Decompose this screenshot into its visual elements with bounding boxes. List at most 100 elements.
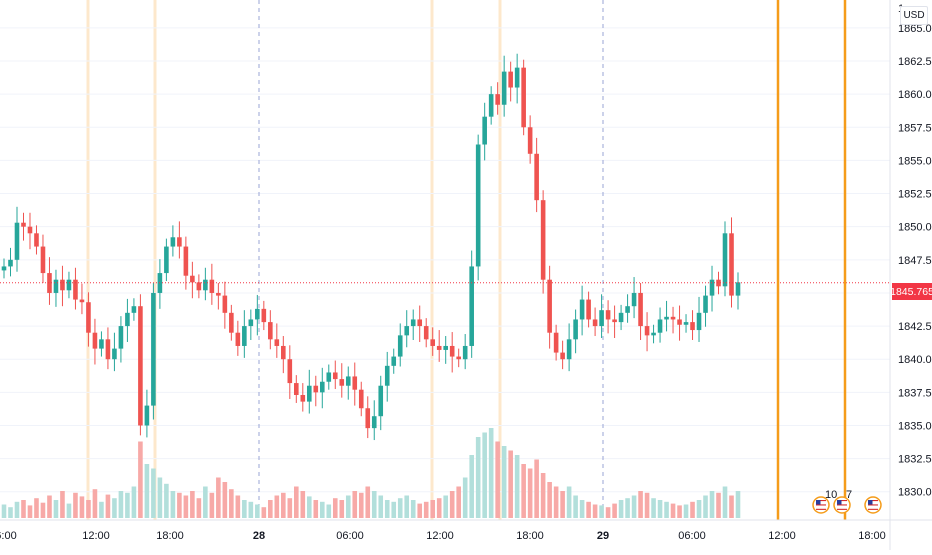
volume-bar	[92, 489, 98, 518]
volume-bar	[599, 505, 604, 518]
candle-body	[495, 94, 500, 105]
candle-body	[482, 116, 487, 145]
candle-body	[34, 233, 39, 247]
candle-body	[371, 416, 377, 429]
volume-bar	[560, 491, 565, 518]
candle-body	[391, 356, 397, 366]
candle-body	[410, 319, 416, 327]
candle-body	[248, 319, 254, 327]
candle-body	[112, 348, 117, 360]
candle-body	[553, 332, 559, 353]
candle-body	[313, 385, 319, 393]
volume-bar	[300, 491, 306, 518]
event-count-label: 7	[846, 489, 852, 501]
volume-bar	[417, 503, 423, 518]
candle-body	[300, 394, 306, 402]
price-tick-label: 1855.000	[898, 155, 932, 167]
candle-body	[287, 359, 293, 384]
volume-bar	[138, 441, 143, 518]
us-flag-icon[interactable]: 7	[833, 489, 852, 514]
volume-bar	[592, 504, 598, 518]
volume-bar	[8, 507, 13, 518]
volume-bar	[729, 495, 734, 518]
candle-body	[365, 408, 371, 429]
candle-body	[235, 332, 241, 346]
volume-bar	[534, 459, 539, 518]
volume-bar	[66, 503, 72, 518]
candle-body	[423, 326, 429, 340]
volume-bar	[638, 491, 643, 518]
candle-body	[242, 326, 247, 346]
volume-bar	[47, 495, 52, 518]
volume-bar	[430, 500, 436, 518]
candle-body	[501, 71, 507, 105]
volume-bar	[709, 491, 715, 518]
volume-bar	[553, 486, 559, 518]
volume-bar	[514, 455, 520, 518]
volume-bar	[73, 492, 78, 518]
volume-bar	[151, 468, 156, 518]
candle-body	[735, 282, 741, 296]
candle-body	[638, 292, 643, 327]
candle-body	[703, 295, 708, 313]
volume-bar	[618, 500, 624, 518]
candle-body	[430, 339, 436, 346]
candle-body	[255, 308, 260, 320]
candle-body	[456, 356, 461, 360]
volume-bar	[716, 492, 721, 518]
volume-bar	[384, 500, 390, 518]
volume-bar	[625, 498, 630, 518]
candle-body	[190, 275, 195, 283]
volume-bar	[177, 492, 182, 518]
volume-bar	[14, 501, 20, 518]
candle-body	[527, 127, 533, 154]
candle-body	[384, 365, 390, 386]
candle-body	[592, 319, 598, 327]
candle-body	[53, 279, 59, 293]
candle-body	[47, 273, 52, 293]
us-flag-icon[interactable]	[864, 496, 882, 514]
time-tick-label: 29	[597, 530, 609, 542]
candle-body	[729, 233, 734, 296]
time-tick-label: 18:00	[858, 530, 886, 542]
price-tick-label: 1832.500	[898, 454, 932, 466]
volume-bar	[79, 496, 85, 518]
candle-body	[138, 306, 143, 426]
volume-bar	[443, 495, 448, 518]
candle-body	[294, 383, 299, 395]
candle-body	[86, 302, 91, 333]
last-price-label: 1845.765	[890, 283, 932, 300]
candle-body	[625, 306, 630, 313]
candle-body	[462, 345, 468, 360]
time-tick-label: 12:00	[768, 530, 796, 542]
volume-bar	[696, 500, 702, 518]
candle-body	[229, 312, 234, 333]
candle-body	[605, 310, 611, 320]
candle-body	[92, 332, 98, 349]
volume-bar	[164, 483, 169, 518]
volume-bar	[735, 491, 741, 518]
volume-bar	[53, 500, 59, 518]
volume-bar	[294, 486, 299, 518]
volume-bar	[703, 495, 708, 518]
us-flag-icon[interactable]: 10	[812, 489, 837, 514]
time-tick-label: 12:00	[82, 530, 110, 542]
candle-body	[125, 312, 130, 327]
volume-bar	[469, 455, 474, 518]
candle-body	[443, 345, 448, 350]
volume-bar	[261, 507, 267, 518]
candle-body	[560, 352, 565, 360]
volume-bar	[326, 504, 332, 518]
event-count-label: 10	[825, 489, 837, 501]
volume-bar	[125, 492, 130, 518]
candle-body	[222, 295, 228, 313]
volume-bar	[371, 491, 377, 518]
volume-bar	[306, 496, 312, 518]
volume-bar	[547, 482, 552, 518]
currency-label[interactable]: USD	[900, 6, 928, 25]
volume-bar	[229, 489, 234, 518]
candle-body	[164, 246, 169, 274]
candle-body	[644, 326, 650, 336]
